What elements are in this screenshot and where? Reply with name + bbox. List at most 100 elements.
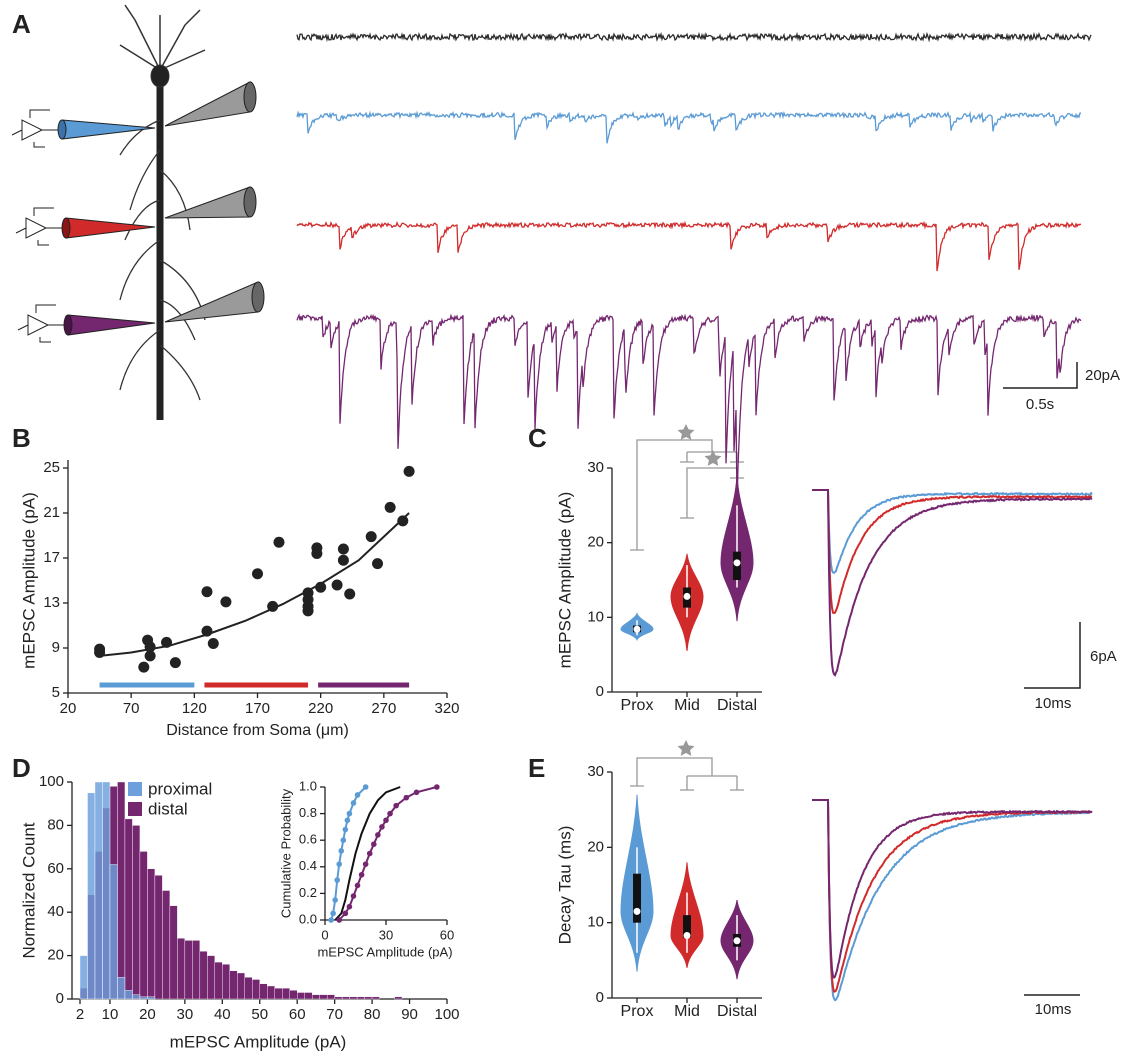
bar (371, 996, 380, 1000)
y-tick-label: 20 (587, 838, 604, 855)
bar (132, 994, 141, 1000)
iqr-box (633, 873, 641, 923)
cdf-point (366, 850, 373, 857)
cdf-point (379, 824, 385, 830)
y-tick-label: 100 (39, 773, 64, 790)
bar (192, 940, 201, 1000)
bar (154, 875, 163, 1000)
bar (259, 983, 268, 1000)
cdf-point (332, 897, 338, 903)
x-tick-label: 120 (182, 700, 207, 717)
median (683, 592, 691, 600)
category-label: Prox (621, 1003, 654, 1020)
point (220, 596, 232, 608)
median (633, 907, 641, 915)
cdf-point (358, 871, 365, 878)
legend-label: proximal (148, 779, 212, 798)
cdf-point (362, 784, 369, 790)
bar (364, 996, 373, 1000)
bar (79, 955, 88, 1000)
point (384, 501, 396, 513)
y-tick-label: 10 (587, 608, 604, 625)
average-trace (812, 489, 1093, 615)
cdf-point (387, 810, 393, 817)
x-tick-label: 30 (177, 1006, 194, 1023)
point (161, 636, 173, 648)
bar (244, 977, 253, 1000)
cdf-point (342, 910, 349, 917)
fit-line (99, 512, 410, 657)
bar (132, 825, 141, 1000)
y-tick-label: 0 (596, 989, 604, 1006)
bar (274, 987, 283, 1000)
scale-bars (1003, 362, 1081, 996)
trace (296, 220, 1082, 272)
scale-label: 6pA (1090, 648, 1117, 665)
y-tick-label: 60 (47, 860, 64, 877)
point (311, 542, 323, 554)
y-tick-label: 40 (47, 903, 64, 920)
cdf-point (393, 802, 399, 809)
bar (252, 979, 260, 1000)
y-axis-label: Normalized Count (19, 822, 38, 958)
cdf-point (340, 837, 347, 843)
y-tick-label: 80 (47, 816, 64, 833)
y-tick-label: 0.4 (299, 858, 317, 873)
scale-label: 0.5s (1026, 396, 1054, 413)
average-trace (812, 489, 1093, 575)
x-axis-label: mEPSC Amplitude (pA) (317, 944, 452, 959)
point (344, 588, 356, 600)
cdf-point (413, 789, 420, 796)
median (733, 937, 741, 945)
trace (296, 31, 1092, 43)
cdf-point (403, 794, 410, 801)
x-tick-label: 20 (60, 700, 77, 717)
median (633, 625, 641, 633)
point (331, 579, 343, 591)
bar (334, 996, 343, 1000)
bar (214, 961, 223, 1000)
point (207, 638, 219, 649)
y-tick-label: 1.0 (299, 778, 317, 793)
bar (282, 987, 290, 1000)
cdf-point (354, 882, 361, 889)
point (201, 586, 213, 598)
point (169, 657, 181, 669)
bar (199, 951, 208, 1000)
x-tick-label: 80 (364, 1006, 381, 1023)
x-tick-label: 270 (371, 700, 396, 717)
x-tick-label: 10 (102, 1006, 119, 1023)
point (138, 661, 150, 673)
y-axis-label: mEPSC Amplitude (pA) (555, 492, 574, 669)
y-axis-label: Decay Tau (ms) (555, 826, 574, 945)
x-tick-label: 100 (434, 1006, 459, 1023)
cdf-point (350, 893, 357, 899)
bar (207, 955, 216, 1000)
bar (319, 994, 328, 1000)
point (144, 650, 156, 662)
category-label: Distal (717, 1003, 757, 1020)
bar (177, 938, 186, 1000)
cdf-line (338, 786, 438, 921)
y-axis-label: Cumulative Probability (278, 788, 293, 918)
point (337, 543, 349, 555)
bar (139, 996, 148, 1000)
y-tick-label: 0.8 (299, 805, 317, 820)
bar (117, 781, 126, 1000)
bar (229, 970, 238, 1000)
average-trace (812, 799, 1093, 979)
point (302, 600, 314, 612)
bar (139, 851, 148, 1000)
bar (162, 890, 171, 1000)
y-tick-label: 0.2 (299, 885, 317, 900)
y-tick-label: 0 (596, 683, 604, 700)
x-tick-label: 320 (434, 700, 459, 717)
bar (147, 996, 156, 1000)
y-tick-label: 5 (52, 684, 60, 701)
y-tick-label: 0 (56, 990, 64, 1007)
bar (237, 972, 245, 1000)
cdf-point (434, 784, 440, 790)
y-tick-label: 21 (43, 504, 60, 521)
category-label: Mid (674, 697, 700, 714)
